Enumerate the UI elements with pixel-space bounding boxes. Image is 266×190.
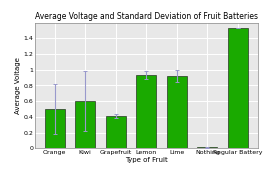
Title: Average Voltage and Standard Deviation of Fruit Batteries: Average Voltage and Standard Deviation o… (35, 12, 258, 21)
Bar (197, 147, 217, 148)
Bar (167, 76, 187, 148)
Bar (228, 28, 248, 148)
Bar (45, 109, 65, 148)
Bar (106, 116, 126, 148)
Y-axis label: Average Voltage: Average Voltage (15, 57, 20, 114)
Bar (75, 101, 95, 148)
Bar (136, 75, 156, 148)
X-axis label: Type of Fruit: Type of Fruit (125, 157, 168, 163)
